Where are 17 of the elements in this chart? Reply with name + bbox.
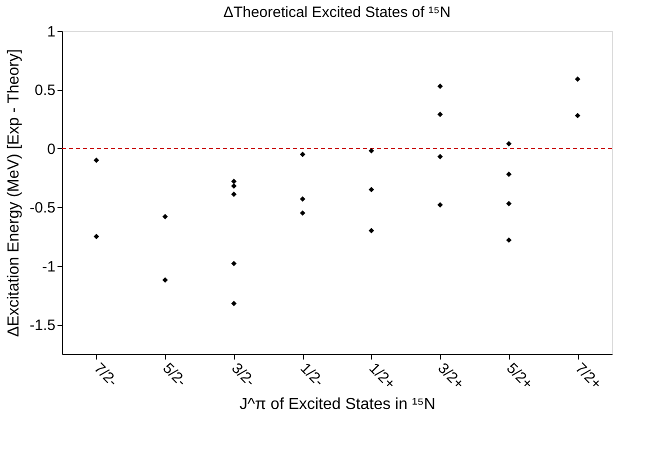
y-tick-label: 0.5 (34, 82, 56, 100)
x-tick-label: 7/2- (90, 360, 121, 390)
x-tick-label: 3/2+ (434, 360, 468, 393)
y-tick-label: -1.5 (30, 317, 56, 334)
chart-title: ΔTheoretical Excited States of ¹⁵N (223, 4, 451, 21)
x-tick-label: 5/2+ (503, 360, 536, 393)
y-tick-label: 1 (47, 24, 56, 40)
y-axis-title: ΔExcitation Energy (MeV) [Exp - Theory] (6, 49, 23, 337)
y-tick-label: -1 (42, 258, 56, 276)
y-tick-label: -0.5 (30, 200, 56, 217)
x-tick-label: 1/2- (296, 360, 328, 390)
x-tick-label: 3/2- (228, 360, 258, 390)
y-tick-label: 0 (47, 140, 56, 158)
x-tick-label: 7/2+ (572, 360, 605, 393)
x-axis-title: J^π of Excited States in ¹⁵N (240, 396, 436, 414)
x-tick-label: 5/2- (159, 360, 190, 390)
x-tick-label: 1/2+ (366, 360, 399, 393)
